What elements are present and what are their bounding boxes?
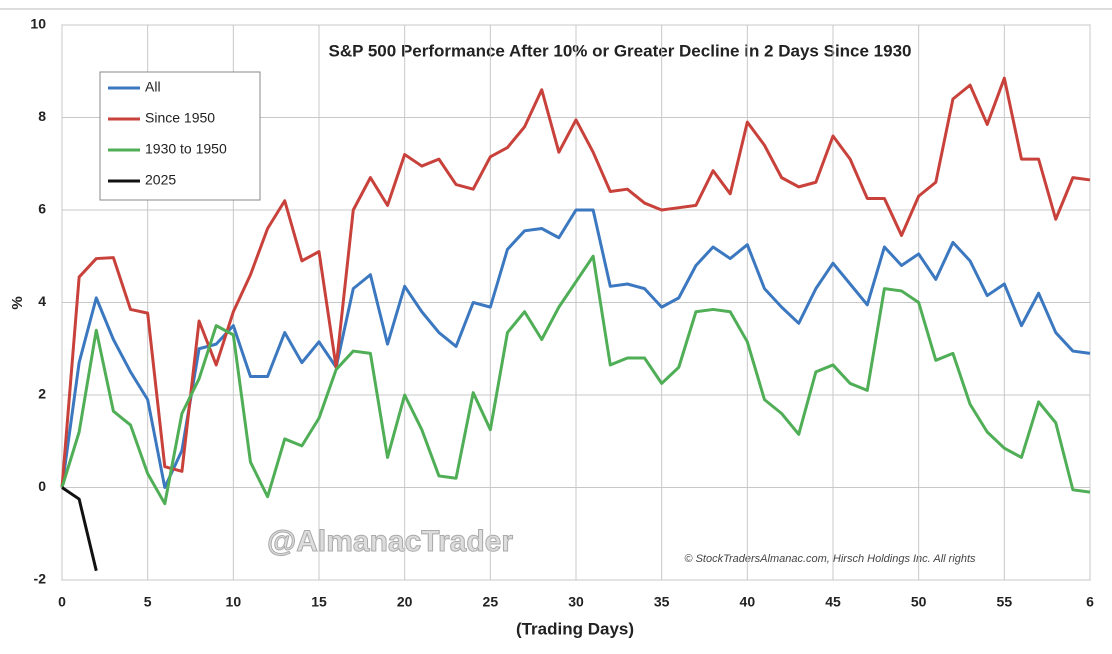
series-line bbox=[60, 76, 1091, 488]
legend-label: 1930 to 1950 bbox=[145, 141, 227, 157]
chart-title: S&P 500 Performance After 10% or Greater… bbox=[328, 41, 911, 60]
y-tick-label: 4 bbox=[38, 293, 46, 309]
x-tick-label: 55 bbox=[997, 594, 1013, 610]
y-tick-label: 10 bbox=[30, 16, 46, 32]
x-tick-label: 20 bbox=[397, 594, 413, 610]
y-tick-label: -2 bbox=[34, 571, 47, 587]
x-tick-label: 25 bbox=[483, 594, 499, 610]
x-tick-label: 6 bbox=[1086, 594, 1094, 610]
lines bbox=[60, 76, 1091, 572]
y-tick-label: 6 bbox=[38, 201, 46, 217]
y-axis-label: % bbox=[9, 296, 26, 309]
legend-box bbox=[99, 71, 261, 201]
copyright: © StockTradersAlmanac.com, Hirsch Holdin… bbox=[684, 553, 976, 565]
x-tick-label: 5 bbox=[144, 594, 152, 610]
watermark: @AlmanacTrader bbox=[267, 525, 513, 558]
series-line bbox=[60, 254, 1091, 506]
x-tick-label: 15 bbox=[311, 594, 327, 610]
x-tick-label: 45 bbox=[825, 594, 841, 610]
x-tick-label: 30 bbox=[568, 594, 584, 610]
legend-label: 2025 bbox=[145, 172, 176, 188]
y-tick-label: 8 bbox=[38, 108, 46, 124]
legend: All Since 1950 1930 to 1950 2025 bbox=[108, 79, 227, 188]
x-tick-label: 50 bbox=[911, 594, 927, 610]
legend-label: All bbox=[145, 79, 161, 95]
legend-label: Since 1950 bbox=[145, 110, 215, 126]
y-tick-label: 2 bbox=[38, 386, 46, 402]
x-tick-label: 40 bbox=[740, 594, 756, 610]
x-tick-label: 10 bbox=[226, 594, 242, 610]
x-tick-label: 35 bbox=[654, 594, 670, 610]
x-tick-label: 0 bbox=[58, 594, 66, 610]
series-line bbox=[61, 486, 98, 572]
x-axis-label: (Trading Days) bbox=[516, 619, 634, 638]
series-line bbox=[60, 208, 1091, 489]
y-tick-label: 0 bbox=[38, 478, 46, 494]
